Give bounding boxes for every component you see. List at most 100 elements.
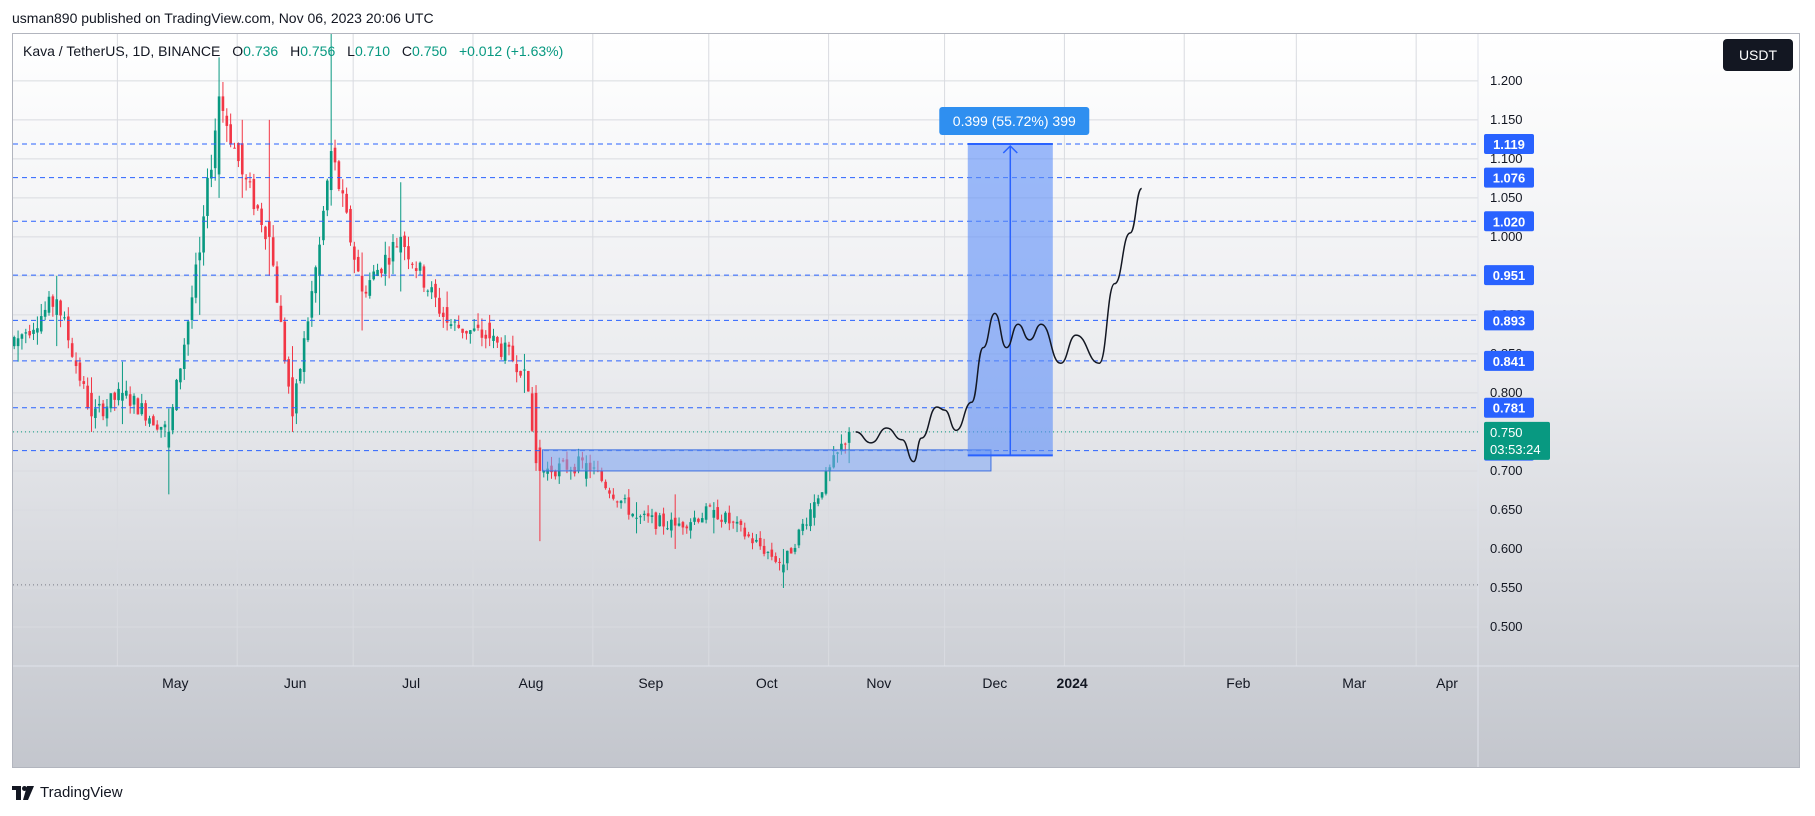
candle-body: [469, 330, 472, 334]
candle-body: [527, 371, 530, 392]
candle-body: [797, 529, 801, 546]
candle-body: [758, 537, 762, 547]
candle-body: [171, 406, 174, 431]
candle-body: [283, 321, 287, 361]
level-label-box: [1484, 265, 1534, 286]
candle-body: [472, 328, 476, 331]
candle-body: [658, 515, 662, 527]
candle-body: [217, 96, 221, 175]
candle-body: [476, 324, 480, 328]
candle-body: [461, 328, 464, 333]
candle-body: [480, 329, 484, 338]
candle-body: [167, 431, 171, 448]
chart-panel[interactable]: 1.2001.1501.1001.0501.0000.9500.9000.850…: [12, 33, 1800, 768]
candle-body: [287, 359, 290, 387]
level-label-text: 0.781: [1493, 401, 1526, 416]
candle-body: [411, 263, 414, 265]
candle-body: [662, 513, 665, 527]
symbol-title: Kava / TetherUS, 1D, BINANCE: [23, 43, 221, 59]
candle-body: [144, 403, 147, 421]
candle-body: [755, 539, 758, 542]
candle-body: [349, 208, 352, 243]
candle-body: [182, 344, 186, 369]
measure-label-text: 0.399 (55.72%) 399: [953, 113, 1076, 129]
candle-body: [248, 181, 252, 183]
candle-body: [453, 321, 457, 323]
candle-body: [673, 517, 677, 526]
candle-body: [360, 275, 364, 292]
candle-body: [782, 564, 785, 573]
support-zone: [542, 449, 992, 472]
candle-body: [16, 338, 20, 347]
candle-body: [159, 426, 163, 430]
candle-body: [51, 296, 55, 307]
candle-body: [708, 505, 712, 507]
candle-body: [353, 246, 356, 260]
y-tick-label: 1.050: [1490, 190, 1523, 205]
candle-body: [244, 177, 248, 180]
candle-body: [121, 392, 124, 401]
candle-body: [619, 500, 623, 504]
candle-body: [32, 329, 35, 334]
candle-body: [136, 398, 140, 415]
level-label-box: [1484, 167, 1534, 188]
candle-body: [434, 283, 437, 298]
x-tick-label: Apr: [1436, 675, 1458, 691]
candle-body: [268, 221, 271, 237]
candle-body: [271, 237, 275, 266]
candle-body: [82, 381, 86, 384]
candle-body: [94, 408, 97, 418]
high-label: H: [290, 43, 301, 59]
last-price-box: [1484, 421, 1550, 460]
candle-body: [383, 254, 387, 274]
candle-body: [519, 370, 522, 376]
candle-body: [28, 331, 31, 336]
candle-body: [24, 332, 28, 334]
candle-body: [59, 300, 62, 316]
candle-body: [457, 324, 461, 328]
x-tick-label: Sep: [638, 675, 663, 691]
candle-body: [728, 512, 731, 524]
candle-body: [391, 241, 395, 262]
candle-body: [418, 262, 422, 271]
currency-button[interactable]: USDT: [1723, 39, 1793, 71]
candle-body: [774, 556, 777, 562]
candle-body: [148, 418, 151, 424]
candle-body: [449, 324, 453, 326]
candle-body: [318, 244, 321, 276]
candle-body: [770, 549, 774, 557]
candle-body: [256, 205, 260, 209]
candle-body: [140, 403, 144, 415]
candle-body: [90, 392, 93, 417]
candle-body: [604, 481, 607, 489]
candle-body: [809, 509, 812, 527]
candle-body: [105, 406, 109, 419]
candle-body: [306, 321, 310, 341]
candle-body: [554, 470, 557, 477]
candle-body: [685, 526, 689, 529]
tradingview-logo[interactable]: TradingView: [12, 784, 123, 801]
candle-body: [677, 523, 681, 526]
level-label-text: 0.893: [1493, 313, 1526, 328]
candle-body: [670, 519, 673, 531]
close-label: C: [401, 43, 413, 59]
candle-body: [380, 268, 383, 274]
candle-body: [252, 178, 256, 210]
candle-body: [484, 334, 488, 339]
y-tick-label: 0.600: [1490, 541, 1523, 556]
publish-info: usman890 published on TradingView.com, N…: [12, 10, 434, 26]
candle-body: [720, 519, 723, 522]
candle-body: [627, 497, 631, 515]
candle-body: [511, 345, 515, 362]
price-chart[interactable]: 1.2001.1501.1001.0501.0000.9500.9000.850…: [13, 34, 1800, 768]
candle-body: [805, 524, 808, 526]
candle-body: [697, 518, 700, 522]
change-value: +0.012 (+1.63%): [458, 43, 564, 59]
y-tick-label: 1.150: [1490, 112, 1523, 127]
brand-name: TradingView: [40, 784, 123, 801]
bar-countdown: 03:53:24: [1490, 442, 1541, 457]
candle-body: [608, 490, 611, 494]
candle-body: [341, 190, 345, 194]
candle-body: [538, 447, 542, 471]
candle-body: [395, 246, 399, 248]
